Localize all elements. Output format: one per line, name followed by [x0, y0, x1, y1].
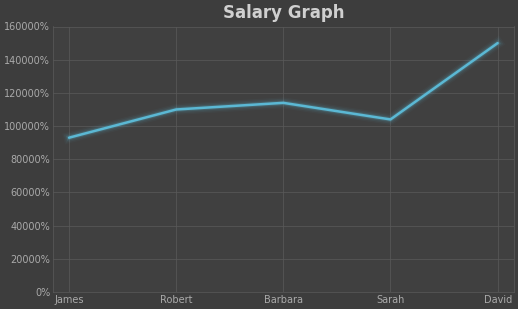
Title: Salary Graph: Salary Graph	[223, 4, 344, 22]
